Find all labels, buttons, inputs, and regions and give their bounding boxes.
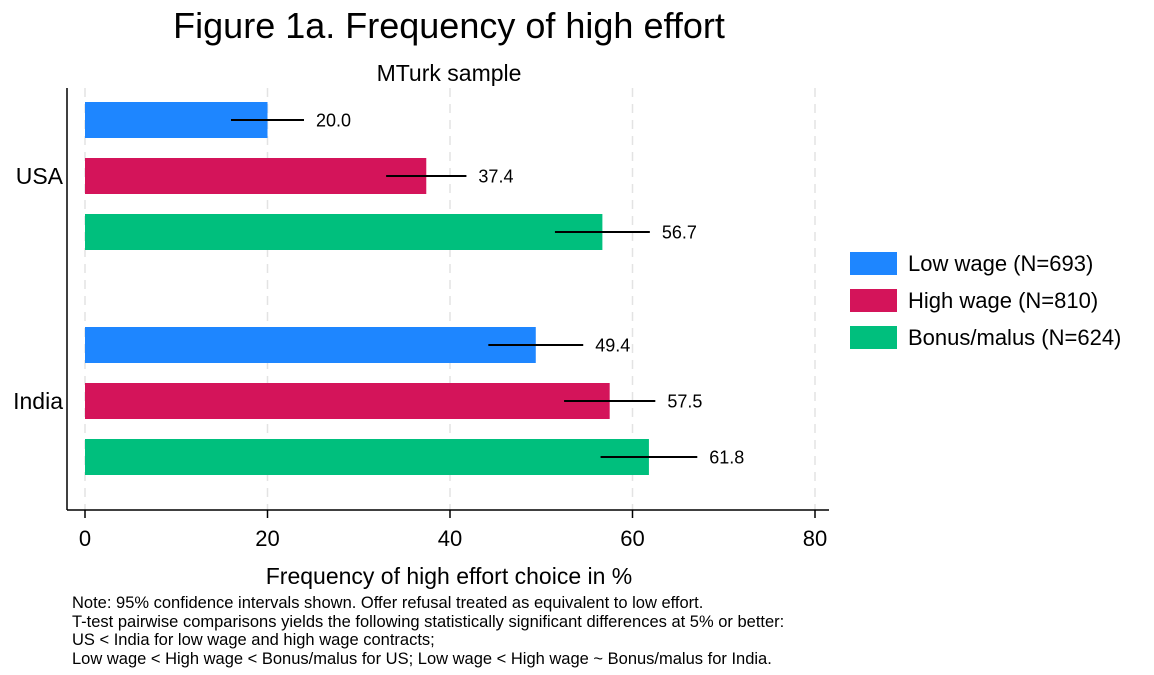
data-label: 49.4 [595, 336, 630, 356]
legend-swatch [850, 326, 897, 349]
data-label: 37.4 [478, 167, 513, 187]
x-tick-label: 20 [255, 526, 279, 551]
note-line-4: Low wage < High wage < Bonus/malus for U… [72, 649, 772, 668]
bar-chart: Figure 1a. Frequency of high effort MTur… [13, 5, 1121, 589]
data-label: 61.8 [709, 448, 744, 468]
x-tick-label: 60 [620, 526, 644, 551]
legend-label: Bonus/malus (N=624) [908, 325, 1121, 350]
y-category-label: India [13, 388, 63, 414]
data-label: 57.5 [667, 392, 702, 412]
legend-swatch [850, 252, 897, 275]
y-category-label: USA [16, 163, 64, 189]
y-axis-categories: USA India [13, 163, 64, 414]
data-label: 56.7 [662, 223, 697, 243]
bar [85, 158, 427, 194]
legend-label: High wage (N=810) [908, 288, 1098, 313]
note-line-2: T-test pairwise comparisons yields the f… [72, 612, 785, 631]
legend: Low wage (N=693) High wage (N=810) Bonus/m… [850, 251, 1121, 350]
bar [85, 214, 603, 250]
bars: 20.0 37.4 56.7 49.4 57.5 61.8 [85, 102, 744, 475]
chart-title: Figure 1a. Frequency of high effort [173, 5, 725, 46]
x-axis-title: Frequency of high effort choice in % [266, 563, 633, 589]
x-tick-label: 0 [79, 526, 91, 551]
x-tick-label: 40 [438, 526, 462, 551]
bar [85, 383, 610, 419]
bar [85, 439, 649, 475]
legend-swatch [850, 289, 897, 312]
x-axis-ticks: 0 20 40 60 80 [79, 510, 827, 551]
note-line-3: US < India for low wage and high wage co… [72, 631, 435, 649]
data-label: 20.0 [316, 111, 351, 131]
note-line-1: Note: 95% confidence intervals shown. Of… [72, 594, 704, 612]
x-tick-label: 80 [803, 526, 827, 551]
footnote: Note: 95% confidence intervals shown. Of… [72, 594, 1142, 668]
bar [85, 327, 536, 363]
legend-label: Low wage (N=693) [908, 251, 1093, 276]
chart-subtitle: MTurk sample [377, 60, 522, 86]
